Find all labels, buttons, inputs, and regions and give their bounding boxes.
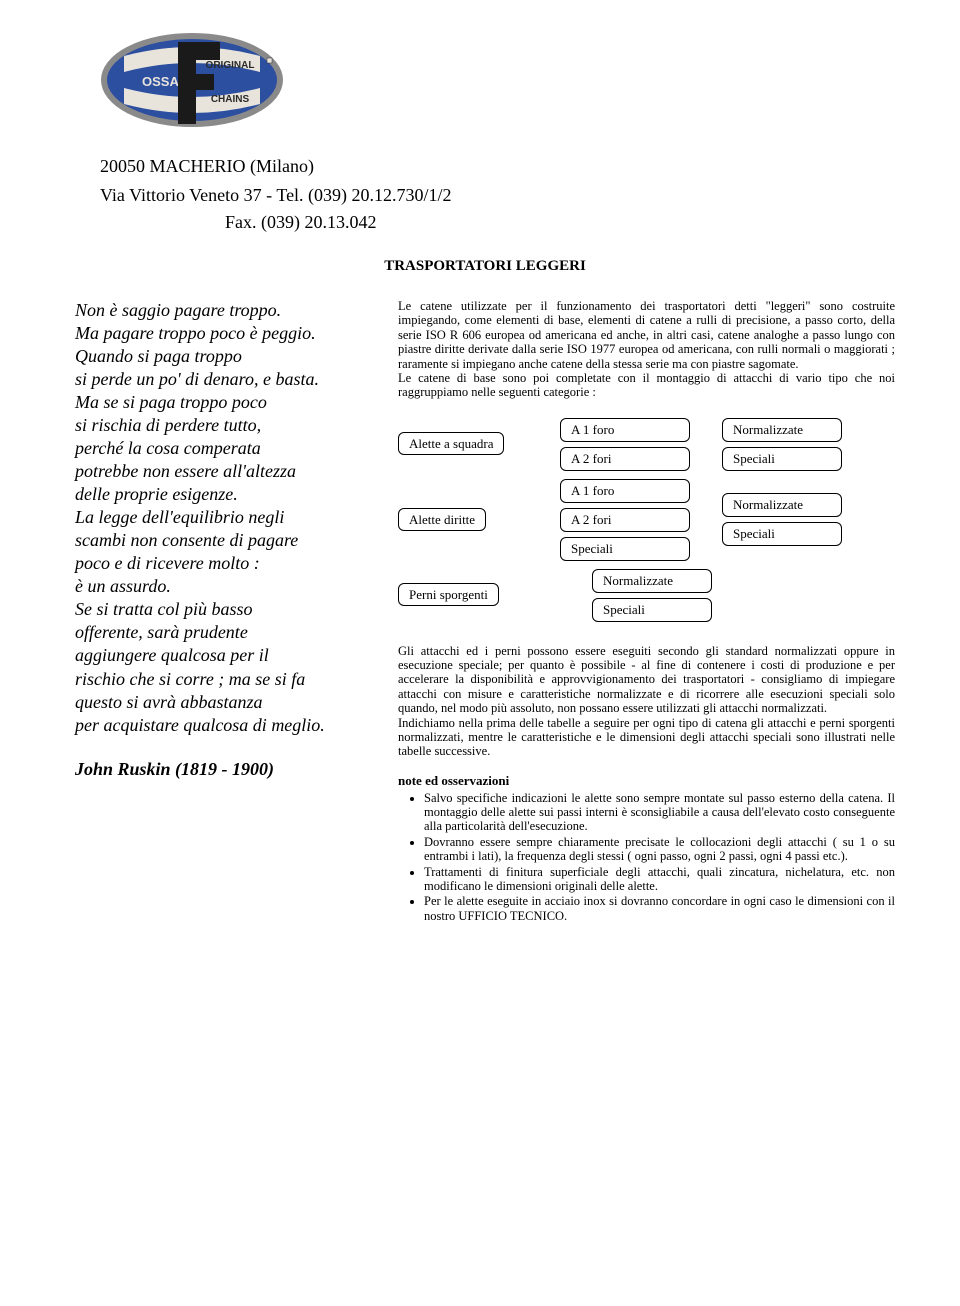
diagram-box: Speciali bbox=[560, 537, 690, 561]
diagram-box: A 1 foro bbox=[560, 418, 690, 442]
diagram-group: Perni sporgenti Normalizzate Speciali bbox=[398, 569, 895, 622]
quote-line: è un assurdo. bbox=[75, 575, 370, 598]
fax-line: Fax. (039) 20.13.042 bbox=[225, 212, 895, 233]
left-column: Non è saggio pagare troppo. Ma pagare tr… bbox=[75, 299, 370, 924]
note-item: Salvo specifiche indicazioni le alette s… bbox=[424, 791, 895, 834]
diagram-box: Perni sporgenti bbox=[398, 583, 499, 606]
quote-block: Non è saggio pagare troppo. Ma pagare tr… bbox=[75, 299, 370, 737]
quote-line: si rischia di perdere tutto, bbox=[75, 414, 370, 437]
quote-line: scambi non consente di pagare bbox=[75, 529, 370, 552]
address-line-1: 20050 MACHERIO (Milano) bbox=[100, 155, 895, 178]
diagram-box: Alette a squadra bbox=[398, 432, 504, 455]
quote-line: poco e di ricevere molto : bbox=[75, 552, 370, 575]
quote-line: aggiungere qualcosa per il bbox=[75, 644, 370, 667]
notes-list: Salvo specifiche indicazioni le alette s… bbox=[398, 791, 895, 923]
body-paragraph: Gli attacchi ed i perni possono essere e… bbox=[398, 644, 895, 759]
notes-heading: note ed osservazioni bbox=[398, 773, 895, 789]
quote-line: Quando si paga troppo bbox=[75, 345, 370, 368]
diagram-box: A 2 fori bbox=[560, 508, 690, 532]
diagram-box: Speciali bbox=[722, 522, 842, 546]
quote-line: Ma pagare troppo poco è peggio. bbox=[75, 322, 370, 345]
quote-line: per acquistare qualcosa di meglio. bbox=[75, 714, 370, 737]
category-diagram: Alette a squadra A 1 foro A 2 fori Norma… bbox=[398, 418, 895, 622]
note-item: Dovranno essere sempre chiaramente preci… bbox=[424, 835, 895, 864]
document-title: TRASPORTATORI LEGGERI bbox=[75, 258, 895, 275]
diagram-group: Alette diritte A 1 foro A 2 fori Special… bbox=[398, 479, 895, 561]
quote-line: Ma se si paga troppo poco bbox=[75, 391, 370, 414]
diagram-box: A 1 foro bbox=[560, 479, 690, 503]
quote-line: La legge dell'equilibrio negli bbox=[75, 506, 370, 529]
diagram-box: A 2 fori bbox=[560, 447, 690, 471]
diagram-group: Alette a squadra A 1 foro A 2 fori Norma… bbox=[398, 418, 895, 471]
diagram-box: Alette diritte bbox=[398, 508, 486, 531]
note-item: Trattamenti di finitura superficiale deg… bbox=[424, 865, 895, 894]
quote-line: rischio che si corre ; ma se si fa bbox=[75, 668, 370, 691]
quote-author: John Ruskin (1819 - 1900) bbox=[75, 759, 370, 780]
quote-line: offerente, sarà prudente bbox=[75, 621, 370, 644]
quote-line: Non è saggio pagare troppo. bbox=[75, 299, 370, 322]
note-item: Per le alette eseguite in acciaio inox s… bbox=[424, 894, 895, 923]
address-line-2: Via Vittorio Veneto 37 - Tel. (039) 20.1… bbox=[100, 184, 895, 207]
diagram-box: Speciali bbox=[722, 447, 842, 471]
two-column-layout: Non è saggio pagare troppo. Ma pagare tr… bbox=[75, 299, 895, 924]
quote-line: delle proprie esigenze. bbox=[75, 483, 370, 506]
quote-line: questo si avrà abbastanza bbox=[75, 691, 370, 714]
diagram-box: Normalizzate bbox=[722, 493, 842, 517]
intro-paragraph: Le catene utilizzate per il funzionament… bbox=[398, 299, 895, 400]
logo-bottom-text: CHAINS bbox=[211, 94, 250, 105]
page: ORIGINAL CHAINS OSSATI 20050 MACHERIO (M… bbox=[0, 0, 960, 954]
quote-line: perché la cosa comperata bbox=[75, 437, 370, 460]
diagram-box: Normalizzate bbox=[592, 569, 712, 593]
quote-line: potrebbe non essere all'altezza bbox=[75, 460, 370, 483]
diagram-box: Normalizzate bbox=[722, 418, 842, 442]
logo: ORIGINAL CHAINS OSSATI bbox=[100, 30, 895, 135]
logo-top-text: ORIGINAL bbox=[206, 60, 255, 71]
quote-line: Se si tratta col più basso bbox=[75, 598, 370, 621]
diagram-box: Speciali bbox=[592, 598, 712, 622]
right-column: Le catene utilizzate per il funzionament… bbox=[398, 299, 895, 924]
quote-line: si perde un po' di denaro, e basta. bbox=[75, 368, 370, 391]
